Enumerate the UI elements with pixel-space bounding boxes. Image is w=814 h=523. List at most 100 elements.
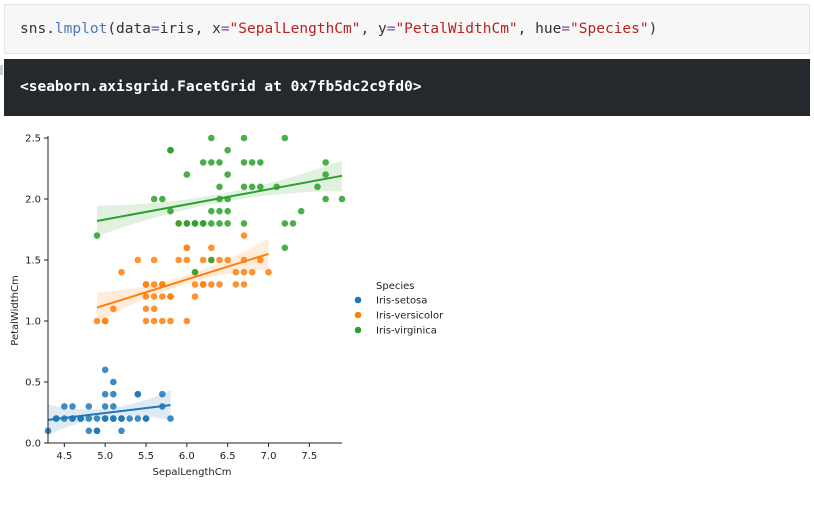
scatter-point [322, 171, 329, 178]
scatter-point [175, 220, 182, 227]
scatter-point [150, 293, 158, 300]
code-cell[interactable]: sns.lmplot(data=iris, x="SepalLengthCm",… [4, 4, 810, 54]
scatter-point [101, 366, 109, 374]
scatter-point [240, 281, 248, 288]
scatter-point [240, 183, 248, 191]
scatter-point [134, 256, 142, 264]
scatter-point [142, 305, 150, 313]
scatter-point [257, 256, 264, 264]
scatter-point [191, 293, 199, 300]
scatter-point [167, 415, 174, 422]
scatter-point [265, 268, 272, 276]
scatter-point [232, 268, 240, 276]
scatter-point [208, 207, 215, 215]
code-token: "Species" [570, 21, 649, 37]
scatter-point [126, 415, 133, 422]
scatter-point [216, 281, 223, 288]
scatter-point [289, 220, 297, 227]
scatter-point [183, 220, 191, 227]
code-line: sns.lmplot(data=iris, x="SepalLengthCm",… [20, 21, 657, 37]
code-token: "PetalWidthCm" [395, 21, 518, 37]
scatter-point [85, 415, 93, 422]
scatter-point [216, 220, 223, 227]
scatter-point [191, 268, 199, 276]
y-tick-label: 0.0 [25, 439, 41, 450]
regression-line-0 [47, 404, 171, 421]
scatter-point [183, 244, 191, 252]
scatter-point [208, 281, 215, 288]
scatter-point [118, 415, 125, 422]
scatter-point [134, 415, 142, 422]
output-text: <seaborn.axisgrid.FacetGrid at 0x7fb5dc2… [20, 79, 422, 95]
scatter-point [338, 195, 346, 203]
code-token: = [386, 21, 396, 37]
x-tick-label: 4.5 [56, 451, 72, 462]
y-tick-label: 0.5 [25, 378, 41, 389]
scatter-point [101, 317, 109, 325]
scatter-point [183, 317, 191, 325]
scatter-point [93, 317, 101, 325]
legend-marker [354, 311, 362, 319]
scatter-point [101, 415, 109, 422]
scatter-point [93, 427, 101, 435]
output-cell: <seaborn.axisgrid.FacetGrid at 0x7fb5dc2… [4, 59, 810, 116]
scatter-point [224, 256, 231, 264]
scatter-point [159, 195, 166, 203]
scatter-point [183, 256, 191, 264]
y-tick-label: 1.0 [25, 317, 41, 328]
scatter-point [224, 207, 231, 215]
x-tick-label: 5.5 [138, 451, 154, 462]
scatter-point [281, 134, 289, 142]
scatter-point [248, 159, 256, 166]
code-token: , y [360, 21, 387, 37]
scatter-point [167, 146, 174, 154]
regression-line-1 [96, 252, 269, 309]
scatter-point [85, 427, 93, 435]
scatter-point [199, 281, 207, 288]
scatter-point [101, 403, 109, 410]
scatter-point [101, 390, 109, 398]
scatter-point [208, 244, 215, 252]
x-tick-label: 7.5 [301, 451, 317, 462]
scatter-point [281, 220, 289, 227]
code-token: = [150, 21, 160, 37]
scatter-point [297, 207, 305, 215]
scatter-point [257, 159, 264, 166]
legend-marker [354, 326, 362, 334]
scatter-point [175, 256, 182, 264]
scatter-point [191, 220, 199, 227]
scatter-point [248, 268, 256, 276]
y-tick-label: 1.5 [25, 256, 41, 267]
scatter-point [85, 403, 93, 410]
y-tick-label: 2.5 [25, 134, 41, 145]
scatter-point [224, 220, 231, 227]
legend-label: Iris-virginica [376, 326, 437, 337]
scatter-point [183, 171, 191, 178]
scatter-point [216, 256, 223, 264]
y-axis-label: PetalWidthCm [10, 275, 21, 345]
scatter-points [44, 134, 346, 435]
scatter-point [159, 317, 166, 325]
scatter-point [199, 256, 207, 264]
scatter-point [216, 183, 223, 191]
legend-label: Iris-versicolor [376, 311, 444, 322]
code-token: , hue [517, 21, 562, 37]
scatter-point [191, 281, 199, 288]
legend-marker [354, 296, 362, 304]
scatter-point [208, 134, 215, 142]
x-tick-label: 5.0 [97, 451, 113, 462]
scatter-point [142, 415, 150, 422]
axes: 4.5 5.0 5.5 6.0 6.5 7.0 7.5 0.0 0.5 1.0 1.5 2.0 2.5 S… [10, 134, 342, 478]
scatter-point [314, 183, 321, 191]
scatter-point [199, 220, 207, 227]
code-token: = [220, 21, 230, 37]
code-token: lmplot [54, 21, 108, 37]
scatter-point [232, 281, 240, 288]
scatter-point [240, 268, 248, 276]
scatter-point [110, 403, 117, 410]
legend-title: Species [376, 281, 415, 292]
scatter-point [110, 415, 117, 422]
scatter-point [110, 378, 117, 386]
scatter-point [118, 427, 125, 435]
scatter-point [159, 390, 166, 398]
